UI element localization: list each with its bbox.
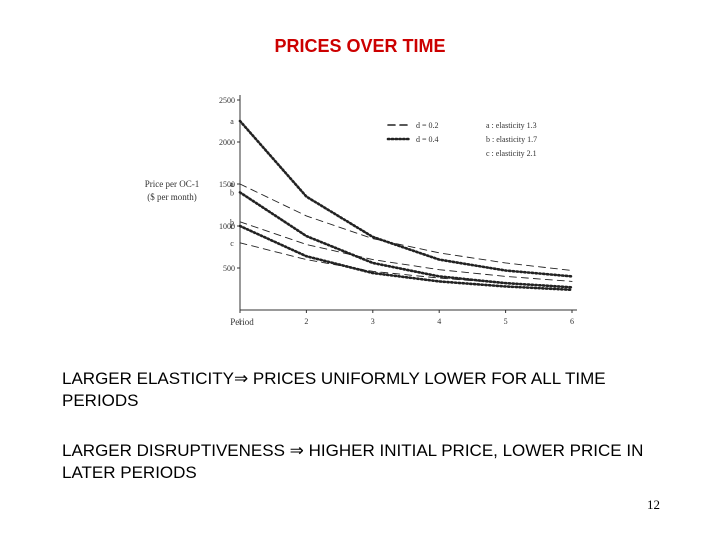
legend-label: d = 0.2 (416, 121, 439, 130)
legend-label: d = 0.4 (416, 135, 439, 144)
legend-elasticity-label: c : elasticity 2.1 (486, 149, 537, 158)
price-chart: Price per OC-1 ($ per month) Period 500 1… (145, 95, 577, 327)
bullet-1: LARGER ELASTICITY⇒ PRICES UNIFORMLY LOWE… (62, 368, 682, 412)
x-tick-label: 6 (570, 317, 574, 326)
implies-arrow-icon: ⇒ (233, 369, 249, 388)
bullet-2-text-start: LARGER DISRUPTIVENESS (62, 441, 290, 460)
legend: d = 0.2 d = 0.4 a : elasticity 1.3 b : elas… (386, 121, 537, 158)
y-tick-label: 2000 (219, 138, 235, 147)
axes: 500 1000 1500 2000 2500 1 2 3 4 5 6 (219, 95, 577, 326)
legend-elasticity-label: b : elasticity 1.7 (486, 135, 537, 144)
bullet-1-text-end: PRICES UNIFORMLY LOWER FOR ALL TIME PERI… (62, 369, 606, 410)
bullet-2-text-end: HIGHER INITIAL PRICE, LOWER PRICE IN LAT… (62, 441, 644, 482)
series-tag-label: b (230, 218, 234, 227)
legend-elasticity-label: a : elasticity 1.3 (486, 121, 537, 130)
page-number: 12 (647, 497, 660, 512)
x-tick-label: 2 (304, 317, 308, 326)
y-tick-label: 500 (223, 264, 235, 273)
x-tick-label: 5 (504, 317, 508, 326)
series-tag-label: b (230, 188, 234, 197)
y-tick-label: 2500 (219, 96, 235, 105)
y-axis-label: Price per OC-1 ($ per month) (145, 179, 199, 202)
bullet-2: LARGER DISRUPTIVENESS ⇒ HIGHER INITIAL P… (62, 440, 682, 484)
series-tag-label: a (230, 117, 234, 126)
x-tick-label: 3 (371, 317, 375, 326)
x-axis-label: Period (230, 317, 254, 327)
series-line-c-dashed (239, 242, 573, 288)
bullet-1-text-start: LARGER ELASTICITY (62, 369, 234, 388)
slide-title: PRICES OVER TIME (274, 36, 446, 56)
series-line-c-dotted (238, 224, 574, 292)
x-tick-label: 4 (437, 317, 441, 326)
series-line-b-dashed (239, 221, 573, 282)
y-axis-label-line1: Price per OC-1 (145, 179, 199, 189)
y-axis-label-line2: ($ per month) (147, 192, 197, 202)
series-tag-label: a (230, 180, 234, 189)
x-tick-label: 1 (238, 317, 242, 326)
series-tag-label: c (230, 222, 234, 231)
implies-arrow-icon: ⇒ (289, 441, 304, 460)
y-tick-label: 1000 (219, 222, 235, 231)
series-line-a-dashed (239, 183, 573, 271)
y-tick-label: 1500 (219, 180, 235, 189)
series-line-a-dotted (238, 119, 574, 278)
series-tag-label: c (230, 239, 234, 248)
